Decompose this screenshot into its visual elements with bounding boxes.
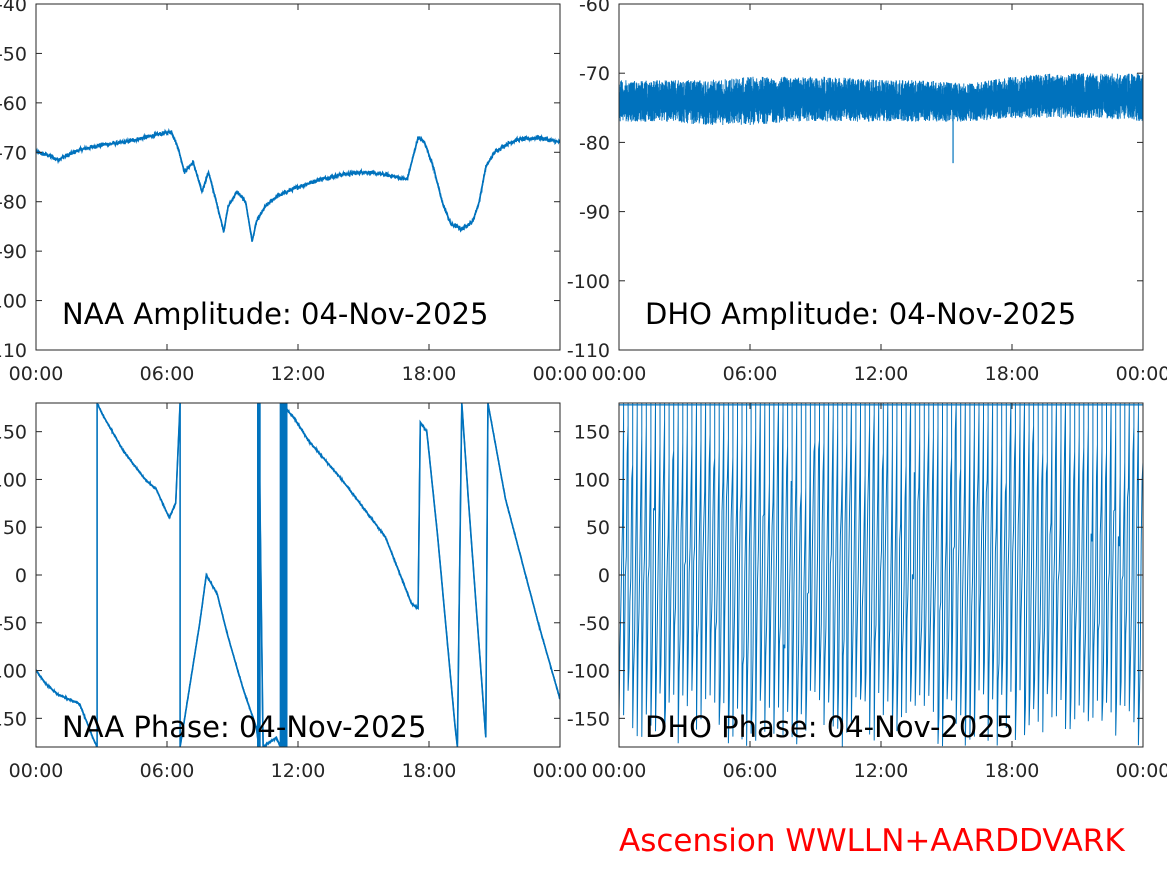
y-tick-label: -60 [579,0,610,16]
x-tick-label: 06:00 [723,363,778,385]
panel-dho-amplitude: 00:00 06:00 12:00 18:00 00:00 -60 -70 -80 -90 -10… [567,0,1167,385]
x-tick-label: 06:00 [723,760,778,782]
y-tick-label: -150 [567,708,610,730]
dho-phase-trace [619,403,1143,747]
x-tick-label: 12:00 [854,363,909,385]
y-tick-label: -80 [0,192,27,214]
y-tick-label: 50 [3,517,27,539]
naa-phase-trace [36,403,560,747]
y-tick-label: 0 [598,565,610,587]
y-tick-label: 50 [586,517,610,539]
series-line-trend [36,130,560,242]
x-tick-label: 18:00 [985,363,1040,385]
phase-wrap-burst [257,403,261,747]
x-tick-label: 00:00 [1116,760,1167,782]
y-tick-label: -40 [0,0,27,16]
naa-amplitude-trace [36,127,560,242]
x-tick-label: 06:00 [140,363,195,385]
axis-ticks: 00:00 06:00 12:00 18:00 00:00 150 100 50 0 -50 -10… [0,403,587,782]
phase-trace [619,403,1143,747]
y-tick-label: 150 [0,422,27,444]
x-tick-label: 06:00 [140,760,195,782]
series-line [36,403,560,747]
y-tick-label: 100 [0,469,27,491]
dho-amplitude-trace [619,73,1143,164]
axis-ticks: 00:00 06:00 12:00 18:00 00:00 -60 -70 -80 -90 -10… [567,0,1167,385]
station-footer: Ascension WWLLN+AARDDVARK [619,823,1125,859]
y-tick-label: -70 [579,63,610,85]
axis-ticks: 00:00 06:00 12:00 18:00 00:00 150 100 50 0 -50 -10… [567,403,1167,782]
x-tick-label: 12:00 [271,363,326,385]
phase-wrap-burst [279,403,288,747]
y-tick-label: -70 [0,142,27,164]
panel-title: DHO Phase: 04-Nov-2025 [645,710,1014,744]
series-line-trend [36,403,560,747]
y-tick-label: -150 [0,708,27,730]
y-tick-label: -80 [579,132,610,154]
x-tick-label: 12:00 [854,760,909,782]
y-tick-label: -100 [567,271,610,293]
panel-title: NAA Phase: 04-Nov-2025 [62,710,426,744]
y-tick-label: 150 [574,422,610,444]
panel-title: NAA Amplitude: 04-Nov-2025 [62,297,488,331]
panel-title: DHO Amplitude: 04-Nov-2025 [645,297,1076,331]
y-tick-label: -100 [0,291,27,313]
x-tick-label: 00:00 [533,363,588,385]
x-tick-label: 12:00 [271,760,326,782]
y-tick-label: 100 [574,469,610,491]
y-tick-label: -90 [0,241,27,263]
y-tick-label: -110 [567,340,610,362]
y-tick-label: -100 [567,661,610,683]
axis-ticks: 00:00 06:00 12:00 18:00 00:00 -40 -50 -60 -70 -80… [0,0,587,385]
x-tick-label: 18:00 [402,760,457,782]
panel-naa-phase: 00:00 06:00 12:00 18:00 00:00 150 100 50 0 -50 -10… [0,402,587,782]
x-tick-label: 00:00 [9,760,64,782]
noise-band [619,73,1143,125]
x-tick-label: 00:00 [9,363,64,385]
axes-box [35,402,561,748]
y-tick-label: 0 [15,565,27,587]
y-tick-label: -100 [0,661,27,683]
y-tick-label: -50 [579,613,610,635]
x-tick-label: 00:00 [592,363,647,385]
x-tick-label: 00:00 [592,760,647,782]
x-tick-label: 18:00 [402,363,457,385]
panel-dho-phase: 00:00 06:00 12:00 18:00 00:00 150 100 50 0 -50 -10… [567,402,1167,782]
x-tick-label: 00:00 [533,760,588,782]
x-tick-label: 00:00 [1116,363,1167,385]
y-tick-label: -50 [0,43,27,65]
panel-naa-amplitude: 00:00 06:00 12:00 18:00 00:00 -40 -50 -60 -70 -80… [0,0,587,385]
y-tick-label: -90 [579,202,610,224]
y-tick-label: -110 [0,340,27,362]
y-tick-label: -60 [0,93,27,115]
x-tick-label: 18:00 [985,760,1040,782]
y-tick-label: -50 [0,613,27,635]
